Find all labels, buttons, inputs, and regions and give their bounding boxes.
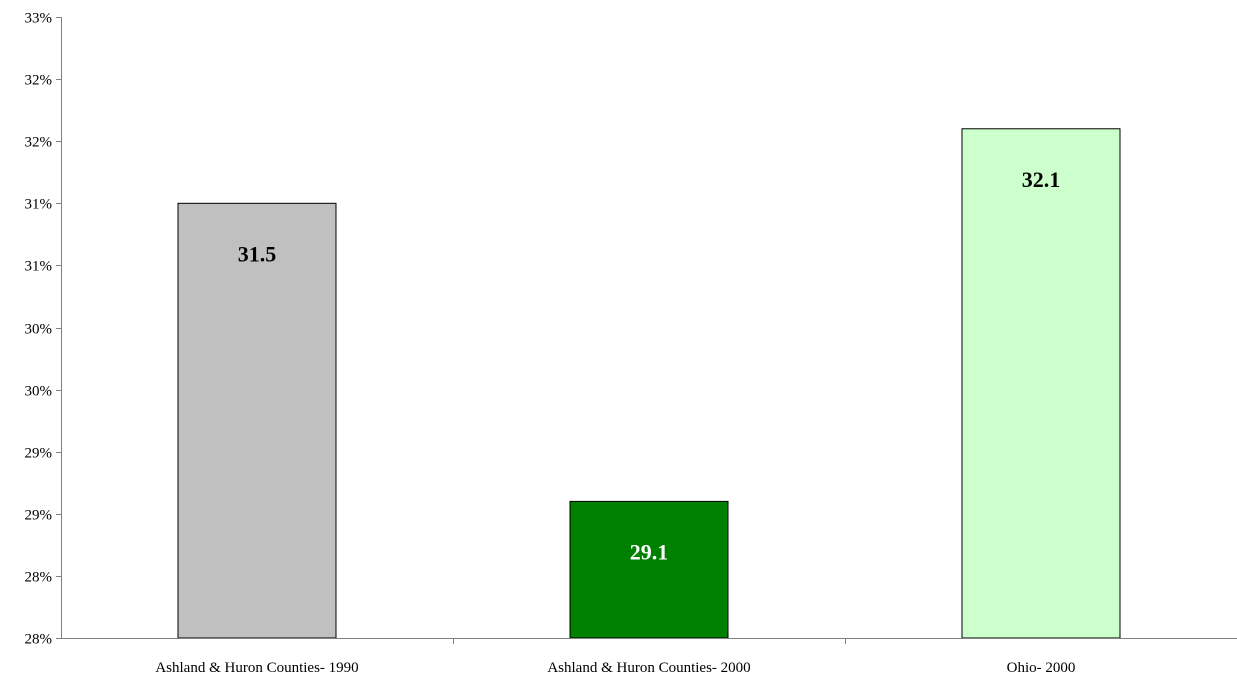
x-category-label: Ashland & Huron Counties- 2000: [547, 660, 750, 676]
bar: [177, 202, 337, 639]
x-axis-ticks: Ashland & Huron Counties- 1990 Ashland & …: [155, 638, 1075, 676]
y-tick-label: 32%: [25, 135, 53, 151]
x-category-label: Ohio- 2000: [1007, 660, 1076, 676]
y-axis-ticks: 28% 28% 29% 29% 30% 30% 31% 31% 32% 32% 33%: [25, 11, 61, 648]
y-tick-label: 31%: [25, 197, 53, 213]
data-label: 32.1: [1022, 167, 1061, 192]
y-tick-label: 30%: [25, 322, 53, 338]
y-tick-label: 33%: [25, 11, 53, 27]
y-tick-label: 32%: [25, 73, 53, 89]
bars: 31.5 29.1 32.1: [177, 128, 1121, 639]
x-category-label: Ashland & Huron Counties- 1990: [155, 660, 358, 676]
y-tick-label: 29%: [25, 446, 53, 462]
bar: [961, 128, 1121, 639]
data-label: 31.5: [238, 241, 277, 266]
y-tick-label: 31%: [25, 259, 53, 275]
y-tick-label: 28%: [25, 632, 53, 648]
bar: [569, 500, 729, 639]
y-tick-label: 30%: [25, 384, 53, 400]
y-tick-label: 29%: [25, 508, 53, 524]
data-label: 29.1: [630, 539, 669, 564]
y-tick-label: 28%: [25, 570, 53, 586]
